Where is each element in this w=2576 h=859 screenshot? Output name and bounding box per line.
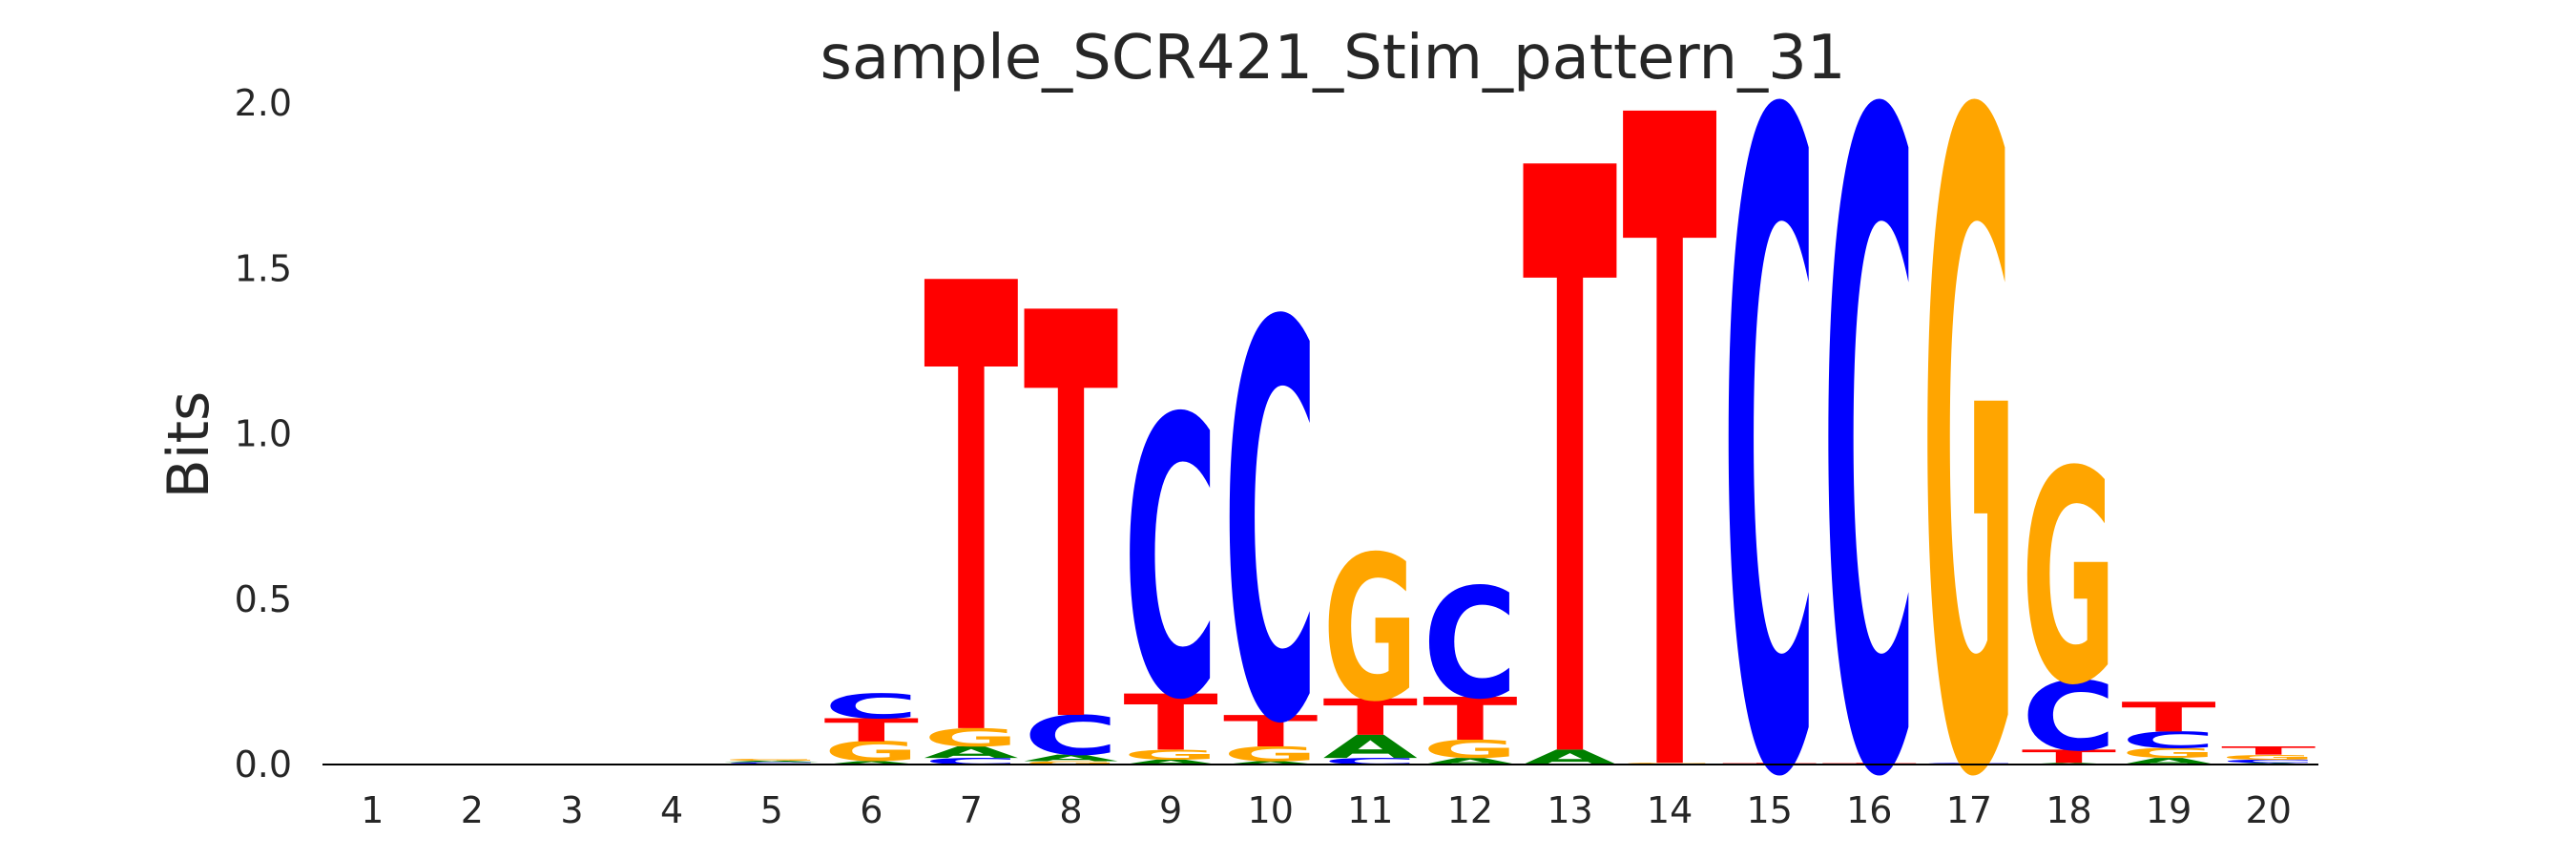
letter-T: T (1423, 685, 1517, 754)
logo-position-14: GT (1622, 0, 1717, 859)
y-tick-label: 1.5 (235, 247, 292, 289)
y-tick-label: 0.5 (235, 578, 292, 620)
x-tick-label: 18 (2046, 789, 2091, 831)
x-tick-label: 9 (1159, 789, 1182, 831)
letter-T: T (1323, 688, 1419, 746)
letter-C: C (2221, 759, 2316, 765)
letter-T: T (924, 158, 1019, 859)
y-axis-ticks: 0.0 0.5 1.0 1.5 2.0 (235, 82, 292, 786)
letter-C: C (924, 756, 1018, 766)
y-axis-label: Bits (156, 391, 222, 499)
letter-C: C (1423, 555, 1517, 732)
y-tick-label: 0.0 (235, 744, 292, 786)
logo-position-13: AT (1523, 4, 1618, 859)
letter-G: G (2221, 753, 2316, 761)
x-tick-label: 6 (860, 789, 883, 831)
y-tick-label: 2.0 (235, 82, 292, 124)
x-tick-label: 3 (560, 789, 583, 831)
letter-C: C (1123, 338, 1217, 785)
x-tick-label: 4 (660, 789, 683, 831)
x-axis-ticks: 1 2 3 4 5 6 7 8 9 10 11 12 13 14 15 16 17 18 19 20 (361, 789, 2292, 831)
x-tick-label: 14 (1647, 789, 1693, 831)
x-tick-label: 1 (361, 789, 384, 831)
x-tick-label: 10 (1248, 789, 1294, 831)
letter-G: G (1423, 735, 1517, 764)
letter-A: A (724, 760, 819, 763)
logo-letters: TCAGAGTCCAGTGACTAGTCAGTCCATGAGTCATGTTCTC… (724, 0, 2316, 859)
letter-T: T (1622, 0, 1717, 859)
letter-A: A (1323, 729, 1419, 766)
x-tick-label: 11 (1347, 789, 1393, 831)
letter-A: A (824, 761, 919, 765)
logo-position-17: CG (1922, 0, 2016, 859)
letter-T: T (1123, 679, 1217, 768)
letter-C: C (2022, 662, 2116, 773)
logo-position-18: ATCG (2022, 409, 2117, 773)
letter-C: C (1223, 211, 1318, 844)
chart-title: sample_SCR421_Stim_pattern_31 (820, 23, 1845, 94)
x-tick-label: 5 (760, 789, 783, 831)
letter-C: C (724, 762, 819, 764)
letter-G: G (824, 736, 919, 767)
letter-A: A (2121, 756, 2215, 766)
letter-A: A (1423, 756, 1517, 766)
letter-T: T (1223, 707, 1318, 757)
letter-G: G (1922, 0, 2016, 859)
logo-position-15: TC (1722, 0, 1817, 859)
letter-G: G (924, 723, 1018, 752)
letter-T: T (2221, 744, 2316, 758)
x-tick-label: 2 (461, 789, 484, 831)
letter-T: T (2121, 694, 2215, 742)
letter-T: T (1024, 199, 1119, 847)
letter-A: A (924, 744, 1019, 762)
logo-position-16: TC (1822, 0, 1917, 859)
letter-G: G (724, 758, 819, 761)
letter-G: G (2022, 409, 2116, 749)
letter-G: G (1123, 747, 1217, 764)
x-tick-label: 20 (2246, 789, 2292, 831)
letter-C: C (1822, 0, 1917, 859)
letter-G: G (1323, 515, 1418, 746)
x-tick-label: 13 (1547, 789, 1592, 831)
x-tick-label: 8 (1059, 789, 1082, 831)
letter-T: T (2022, 746, 2117, 767)
x-tick-label: 19 (2146, 789, 2192, 831)
letter-G: G (1223, 743, 1318, 766)
letter-A: A (1123, 758, 1217, 765)
letter-T: T (1523, 4, 1618, 859)
logo-position-20: ACGT (2221, 744, 2316, 765)
y-tick-label: 1.0 (235, 413, 292, 455)
letter-C: C (1024, 705, 1118, 768)
x-tick-label: 15 (1747, 789, 1793, 831)
letter-A: A (1223, 761, 1318, 765)
letter-C: C (1323, 756, 1418, 766)
x-tick-label: 7 (960, 789, 983, 831)
letter-G: G (1024, 761, 1118, 766)
letter-C: C (824, 687, 919, 726)
letter-C: C (2121, 727, 2215, 754)
x-tick-label: 16 (1846, 789, 1892, 831)
letter-C: C (1722, 0, 1817, 859)
letter-A: A (1024, 753, 1118, 764)
x-tick-label: 12 (1447, 789, 1493, 831)
x-tick-label: 17 (1946, 789, 1992, 831)
letter-G: G (2121, 745, 2215, 762)
letter-T: T (824, 712, 919, 749)
